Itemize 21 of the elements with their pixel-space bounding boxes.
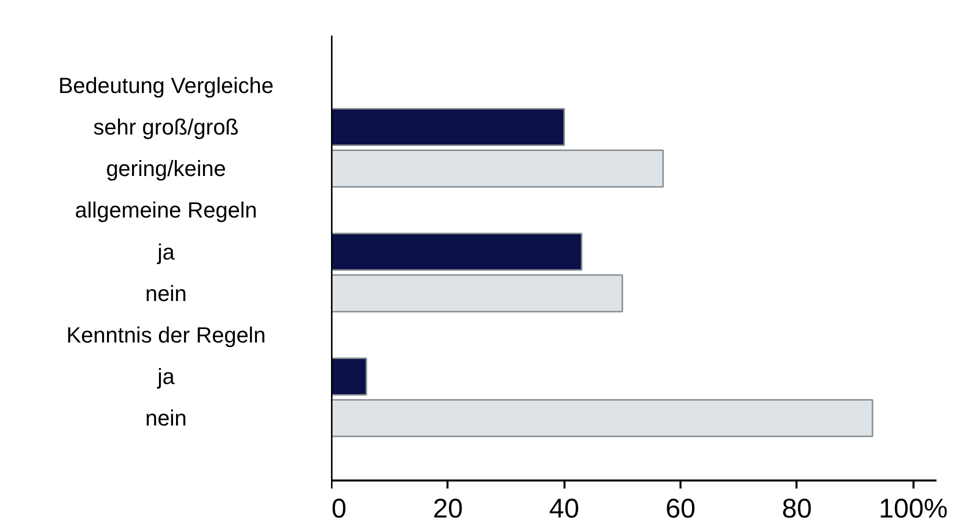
y-tick-label: Kenntnis der Regeln	[66, 322, 266, 348]
x-tick-label: 100%	[878, 494, 948, 523]
bar	[332, 399, 874, 438]
x-tick-label: 40	[549, 494, 580, 523]
y-tick-label: ja	[156, 239, 176, 264]
bar	[332, 232, 582, 271]
bar	[332, 150, 664, 188]
y-tick-label: ja	[156, 364, 176, 390]
y-tick-label: sehr groß/groß	[93, 114, 239, 140]
bar	[332, 357, 368, 396]
x-tick-label: 80	[782, 494, 812, 523]
y-tick-label: nein	[145, 280, 187, 306]
x-tick-label: 0	[332, 494, 347, 523]
y-tick-label: Bedeutung Vergleiche	[58, 72, 274, 98]
bar	[332, 274, 624, 312]
y-tick-label: allgemeine Regeln	[74, 198, 258, 223]
bar	[332, 108, 565, 146]
y-tick-label: gering/keine	[106, 156, 226, 182]
x-tick-label: 20	[432, 494, 463, 523]
y-tick-label: nein	[145, 406, 187, 431]
x-tick-label: 60	[666, 494, 696, 523]
